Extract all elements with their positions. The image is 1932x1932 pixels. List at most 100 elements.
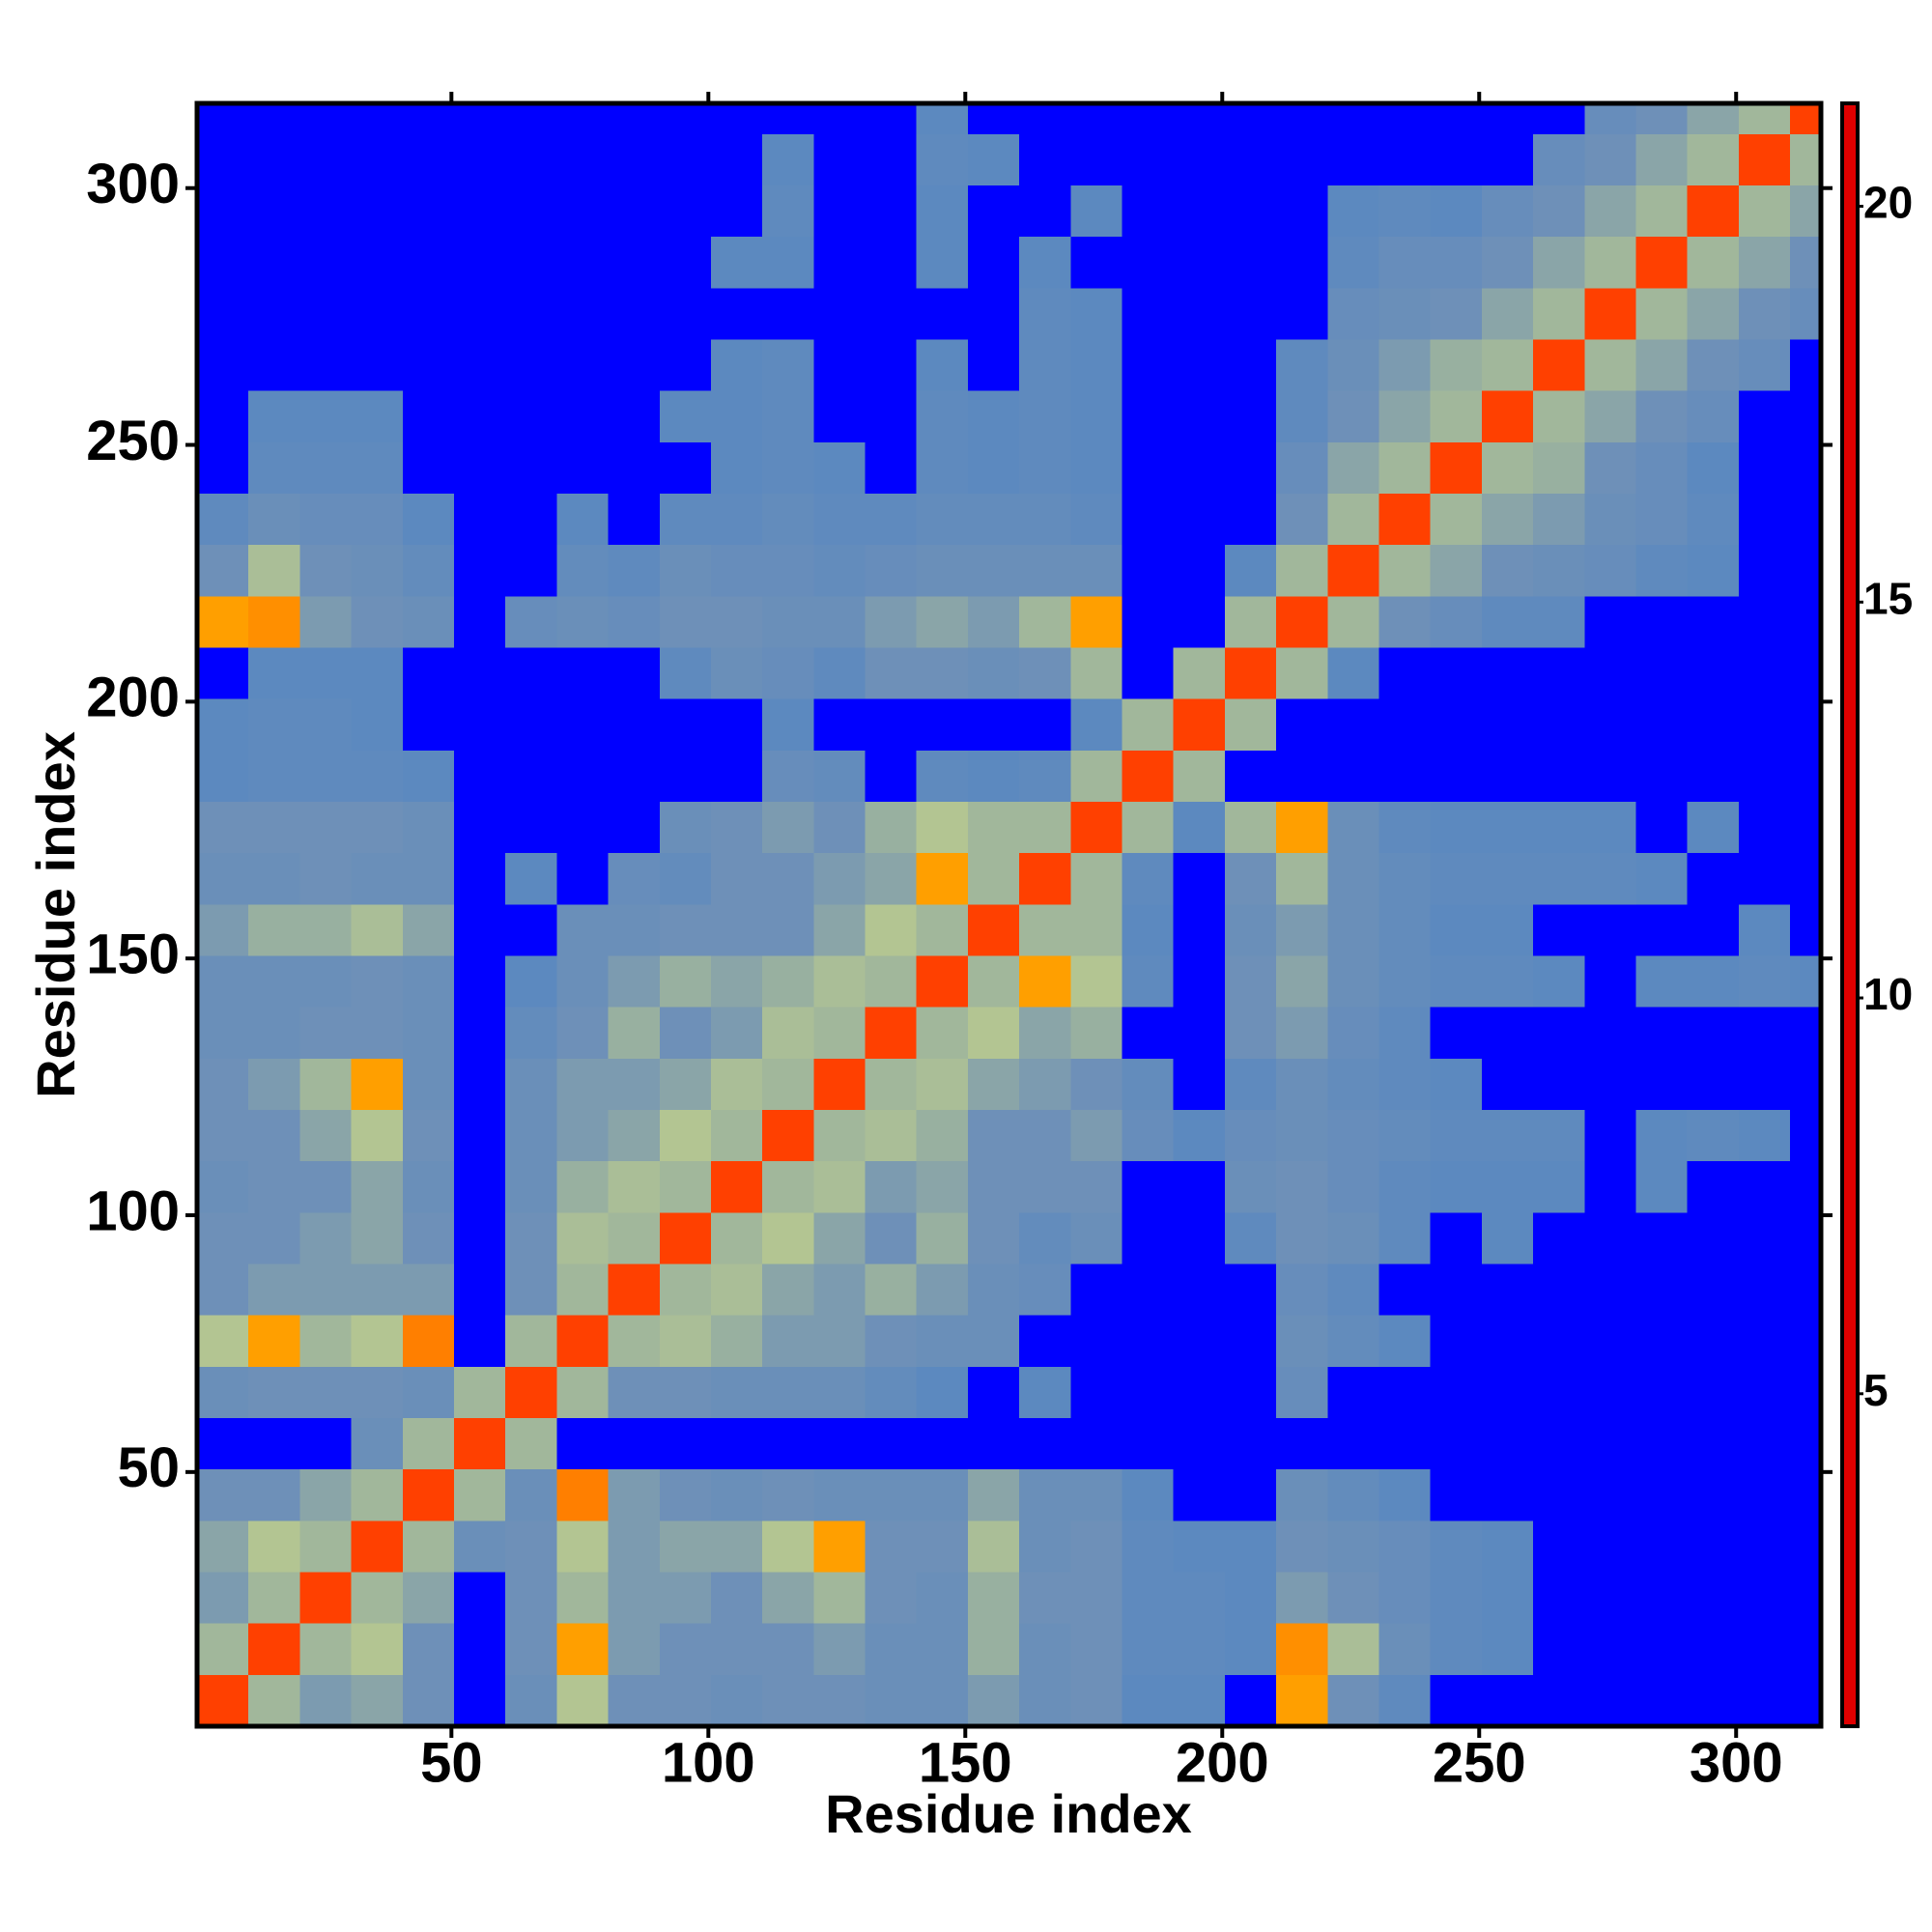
heatmap-cell (916, 1623, 968, 1675)
heatmap-cell (1430, 1110, 1482, 1162)
y-axis-title: Residue index (25, 731, 86, 1098)
heatmap-cell (1173, 185, 1225, 238)
heatmap-cell (1738, 185, 1791, 238)
heatmap-cell (1738, 441, 1791, 495)
heatmap-cell (813, 1315, 866, 1367)
heatmap-cell (916, 853, 968, 905)
heatmap-cell (1687, 390, 1739, 442)
heatmap-cell (1122, 288, 1174, 340)
heatmap-cell (1327, 339, 1379, 391)
heatmap-cell (1019, 1674, 1071, 1726)
heatmap-cell (1327, 185, 1379, 238)
heatmap-cell (865, 103, 917, 134)
heatmap-cell (1122, 750, 1174, 803)
heatmap-cell (916, 1520, 968, 1573)
heatmap-cell (1070, 339, 1122, 391)
heatmap-cell (1019, 133, 1071, 186)
heatmap-cell (1224, 1110, 1277, 1162)
heatmap-cell (299, 1315, 352, 1367)
heatmap-cell (1738, 494, 1791, 546)
heatmap-cell (1224, 288, 1277, 340)
heatmap-cell (556, 904, 609, 956)
heatmap-cell (402, 955, 454, 1008)
heatmap-cell (967, 339, 1020, 391)
heatmap-cell (762, 133, 814, 186)
heatmap-cell (659, 390, 711, 442)
heatmap-cell (556, 1007, 609, 1059)
heatmap-cell (402, 237, 454, 289)
heatmap-cell (1584, 1674, 1636, 1726)
heatmap-cell (1019, 1623, 1071, 1675)
heatmap-cell (248, 339, 300, 391)
heatmap-cell (762, 1572, 814, 1624)
heatmap-cell (710, 390, 763, 442)
heatmap-cell (1378, 1674, 1431, 1726)
heatmap-cell (916, 1418, 968, 1470)
heatmap-cell (1687, 955, 1739, 1008)
heatmap-cell (762, 288, 814, 340)
heatmap-cell (1790, 545, 1821, 597)
heatmap-cell (1378, 1623, 1431, 1675)
heatmap-cell (1224, 133, 1277, 186)
heatmap-cell (1122, 103, 1174, 134)
heatmap-cell (1790, 494, 1821, 546)
heatmap-cell (248, 1315, 300, 1367)
heatmap-cell (1276, 339, 1328, 391)
heatmap-cell (1122, 339, 1174, 391)
heatmap-cell (402, 1366, 454, 1419)
heatmap-cell (1533, 1572, 1585, 1624)
heatmap-cell (402, 494, 454, 546)
heatmap-cell (1224, 339, 1277, 391)
heatmap-cell (916, 1007, 968, 1059)
heatmap-cell (1430, 596, 1482, 648)
heatmap-cell (813, 750, 866, 803)
heatmap-cell (1533, 237, 1585, 289)
heatmap-cell (556, 1623, 609, 1675)
heatmap-cell (299, 1366, 352, 1419)
heatmap-cell (1687, 1007, 1739, 1059)
heatmap-cell (1533, 1161, 1585, 1213)
heatmap-cell (1276, 904, 1328, 956)
heatmap-cell (1635, 1315, 1688, 1367)
heatmap-cell (1687, 339, 1739, 391)
heatmap-cell (1224, 1469, 1277, 1521)
heatmap-cell (1687, 596, 1739, 648)
heatmap-cell (865, 1418, 917, 1470)
heatmap-cell (1635, 698, 1688, 751)
heatmap-cell (710, 1520, 763, 1573)
heatmap-cell (1790, 1418, 1821, 1470)
heatmap-cell (1533, 802, 1585, 854)
heatmap-cell (659, 1212, 711, 1264)
heatmap-cell (453, 647, 506, 699)
heatmap-cell (865, 1212, 917, 1264)
heatmap-cell (1738, 1315, 1791, 1367)
heatmap-cell (402, 1110, 454, 1162)
heatmap-cell (556, 1418, 609, 1470)
heatmap-cell (299, 596, 352, 648)
heatmap-cell (402, 1572, 454, 1624)
heatmap-cell (299, 133, 352, 186)
heatmap-cell (299, 1469, 352, 1521)
heatmap-cell (1224, 1212, 1277, 1264)
heatmap-cell (1019, 1212, 1071, 1264)
heatmap-cell (1687, 802, 1739, 854)
heatmap-cell (248, 750, 300, 803)
heatmap-cell (299, 1161, 352, 1213)
heatmap-cell (1019, 596, 1071, 648)
heatmap-cell (659, 750, 711, 803)
heatmap-cell (1378, 1520, 1431, 1573)
heatmap-cell (659, 185, 711, 238)
heatmap-cell (710, 853, 763, 905)
heatmap-cell (1533, 390, 1585, 442)
heatmap-cell (197, 647, 249, 699)
heatmap-cell (1481, 1520, 1534, 1573)
heatmap-cell (1122, 1623, 1174, 1675)
heatmap-cell (1173, 1674, 1225, 1726)
heatmap-cell (402, 1315, 454, 1367)
heatmap-cell (1327, 1572, 1379, 1624)
heatmap-cell (1173, 103, 1225, 134)
heatmap-cell (1481, 103, 1534, 134)
heatmap-cell (1327, 1674, 1379, 1726)
heatmap-cell (1738, 237, 1791, 289)
heatmap-cell (1533, 698, 1585, 751)
